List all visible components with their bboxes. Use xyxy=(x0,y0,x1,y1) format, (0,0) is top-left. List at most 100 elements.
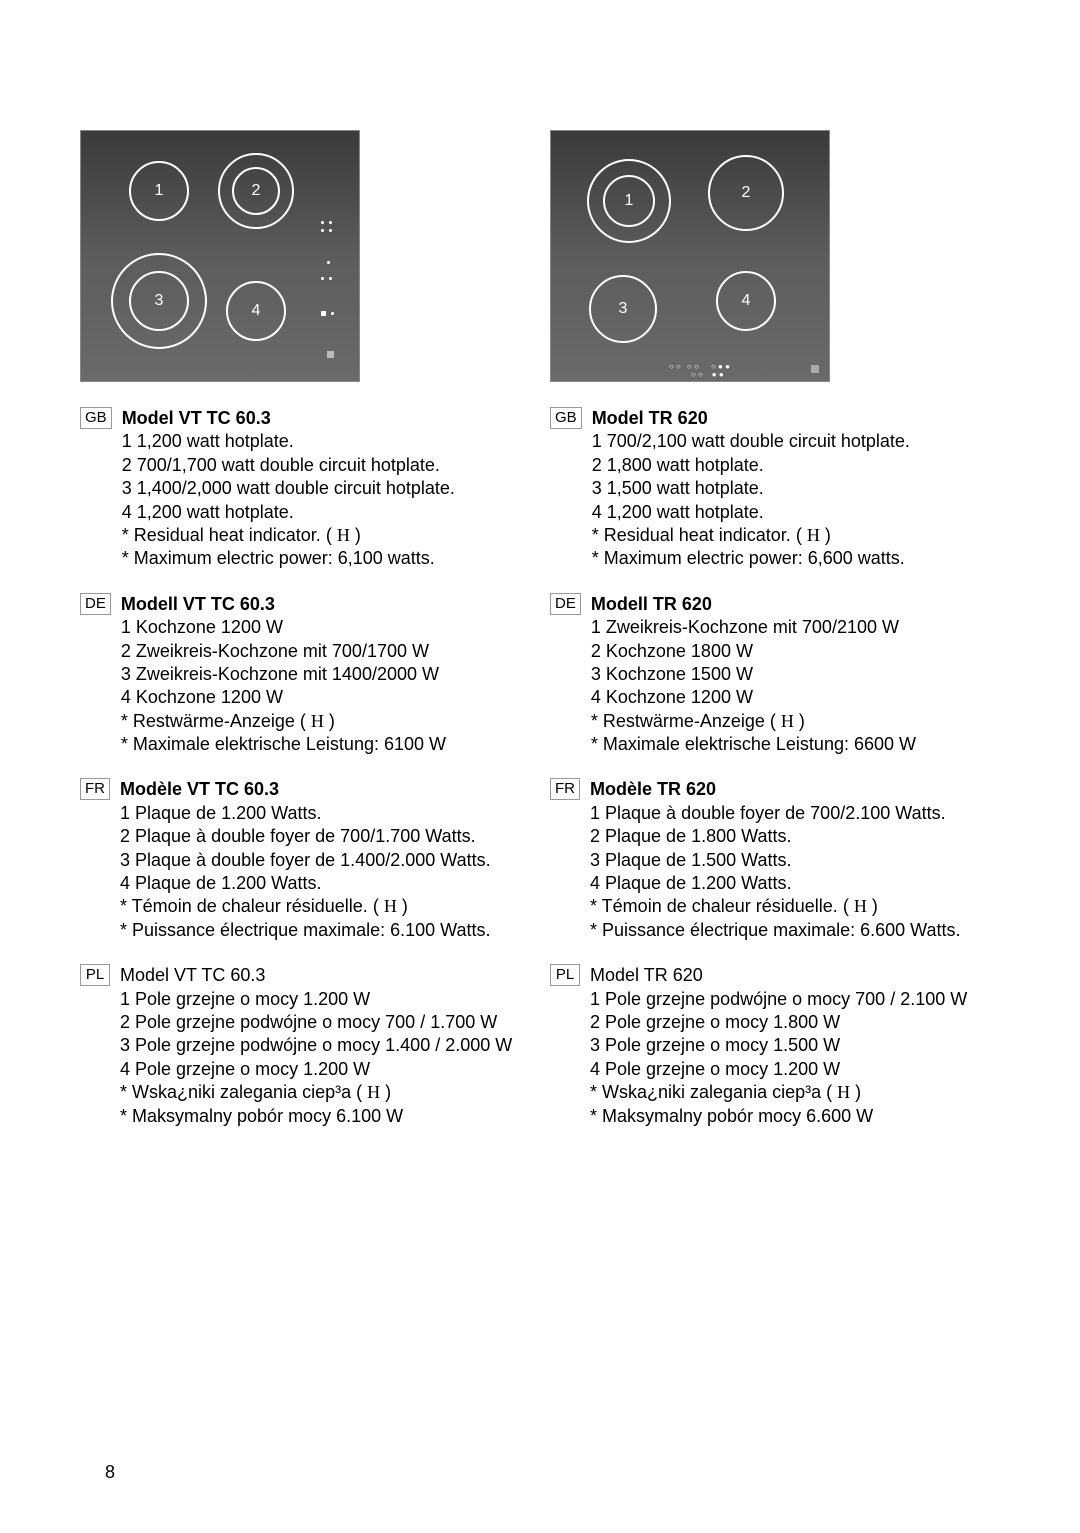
spec-line: * Maximum electric power: 6,600 watts. xyxy=(592,547,1000,570)
spec-line: 2 1,800 watt hotplate. xyxy=(592,454,1000,477)
spec-line: 3 1,400/2,000 watt double circuit hotpla… xyxy=(122,477,530,500)
lang-block-pl: PL Model VT TC 60.31 Pole grzejne o mocy … xyxy=(80,964,530,1128)
hob-zone-label: 2 xyxy=(252,182,261,200)
lang-content: Model TR 6201 Pole grzejne podwójne o mo… xyxy=(590,964,1000,1128)
model-title: Model TR 620 xyxy=(592,407,1000,430)
lang-block-pl: PL Model TR 6201 Pole grzejne podwójne o … xyxy=(550,964,1000,1128)
lang-badge: PL xyxy=(80,964,110,986)
lang-badge: DE xyxy=(80,593,111,615)
control-panel-icon: ○ ○ ● ● xyxy=(691,370,724,379)
lang-badge: DE xyxy=(550,593,581,615)
spec-line: * Maksymalny pobór mocy 6.100 W xyxy=(120,1105,530,1128)
model-title: Modell TR 620 xyxy=(591,593,1000,616)
logo-icon xyxy=(811,365,819,373)
lang-content: Model TR 6201 700/2,100 watt double circ… xyxy=(592,407,1000,571)
lang-badge: GB xyxy=(550,407,582,429)
lang-content: Model VT TC 60.31 1,200 watt hotplate.2 … xyxy=(122,407,530,571)
hob-zone-label: 1 xyxy=(155,182,164,200)
spec-line: * Wska¿niki zalegania ciep³a ( H ) xyxy=(120,1081,530,1104)
spec-line: 4 Kochzone 1200 W xyxy=(591,686,1000,709)
lang-badge: GB xyxy=(80,407,112,429)
spec-line: 2 Pole grzejne podwójne o mocy 700 / 1.7… xyxy=(120,1011,530,1034)
spec-line: 4 Pole grzejne o mocy 1.200 W xyxy=(590,1058,1000,1081)
lang-block-gb: GB Model VT TC 60.31 1,200 watt hotplate.… xyxy=(80,407,530,571)
lang-content: Model VT TC 60.31 Pole grzejne o mocy 1.… xyxy=(120,964,530,1128)
columns: 1 2 3 4 GB Model VT TC 60.31 1,200 watt hotp… xyxy=(80,130,1000,1150)
spec-line: 4 Plaque de 1.200 Watts. xyxy=(590,872,1000,895)
spec-line: 3 Pole grzejne podwójne o mocy 1.400 / 2… xyxy=(120,1034,530,1057)
residual-heat-icon: H xyxy=(807,525,820,545)
lang-block-gb: GB Model TR 6201 700/2,100 watt double ci… xyxy=(550,407,1000,571)
spec-line: * Restwärme-Anzeige ( H ) xyxy=(591,710,1000,733)
lang-content: Modèle VT TC 60.31 Plaque de 1.200 Watts… xyxy=(120,778,530,942)
spec-line: * Témoin de chaleur résiduelle. ( H ) xyxy=(120,895,530,918)
spec-line: 2 700/1,700 watt double circuit hotplate… xyxy=(122,454,530,477)
spec-line: 2 Kochzone 1800 W xyxy=(591,640,1000,663)
spec-line: 2 Pole grzejne o mocy 1.800 W xyxy=(590,1011,1000,1034)
spec-line: 4 Kochzone 1200 W xyxy=(121,686,530,709)
residual-heat-icon: H xyxy=(837,1082,850,1102)
hob-zone-label: 4 xyxy=(742,292,751,310)
lang-block-de: DE Modell VT TC 60.31 Kochzone 1200 W2 Zw… xyxy=(80,593,530,757)
spec-line: 1 Pole grzejne podwójne o mocy 700 / 2.1… xyxy=(590,988,1000,1011)
spec-line: * Maximum electric power: 6,100 watts. xyxy=(122,547,530,570)
hob-zone-label: 3 xyxy=(155,292,164,310)
lang-block-fr: FR Modèle TR 6201 Plaque à double foyer d… xyxy=(550,778,1000,942)
right-column: ○ ○ ○ ○ ○ ● ● ○ ○ ● ● 1234 GBModel TR 62… xyxy=(550,130,1000,1150)
spec-line: 1 Plaque à double foyer de 700/2.100 Wat… xyxy=(590,802,1000,825)
spec-line: 3 Plaque de 1.500 Watts. xyxy=(590,849,1000,872)
spec-line: 2 Plaque de 1.800 Watts. xyxy=(590,825,1000,848)
spec-line: 4 1,200 watt hotplate. xyxy=(592,501,1000,524)
spec-line: 3 Kochzone 1500 W xyxy=(591,663,1000,686)
spec-line: * Restwärme-Anzeige ( H ) xyxy=(121,710,530,733)
spec-line: 3 Pole grzejne o mocy 1.500 W xyxy=(590,1034,1000,1057)
hob-zone-label: 4 xyxy=(252,302,261,320)
hob-diagram-right: ○ ○ ○ ○ ○ ● ● ○ ○ ● ● 1234 xyxy=(550,130,830,382)
spec-line: * Maximale elektrische Leistung: 6100 W xyxy=(121,733,530,756)
spec-line: 3 1,500 watt hotplate. xyxy=(592,477,1000,500)
residual-heat-icon: H xyxy=(781,711,794,731)
spec-line: 4 Pole grzejne o mocy 1.200 W xyxy=(120,1058,530,1081)
spec-line: 1 Zweikreis-Kochzone mit 700/2100 W xyxy=(591,616,1000,639)
lang-block-fr: FR Modèle VT TC 60.31 Plaque de 1.200 Wat… xyxy=(80,778,530,942)
residual-heat-icon: H xyxy=(337,525,350,545)
spec-line: * Residual heat indicator. ( H ) xyxy=(592,524,1000,547)
model-title: Modèle TR 620 xyxy=(590,778,1000,801)
spec-line: 3 Zweikreis-Kochzone mit 1400/2000 W xyxy=(121,663,530,686)
model-title: Modèle VT TC 60.3 xyxy=(120,778,530,801)
hob-zone-label: 3 xyxy=(619,300,628,318)
spec-line: * Wska¿niki zalegania ciep³a ( H ) xyxy=(590,1081,1000,1104)
manual-page: 1 2 3 4 GB Model VT TC 60.31 1,200 watt hotp… xyxy=(0,0,1080,1533)
lang-badge: FR xyxy=(550,778,580,800)
spec-line: 1 1,200 watt hotplate. xyxy=(122,430,530,453)
spec-blocks-left: GB Model VT TC 60.31 1,200 watt hotplate.… xyxy=(80,407,530,1128)
lang-badge: FR xyxy=(80,778,110,800)
spec-blocks-right: GB Model TR 6201 700/2,100 watt double ci… xyxy=(550,407,1000,1128)
spec-line: * Puissance électrique maximale: 6.600 W… xyxy=(590,919,1000,942)
spec-line: 2 Zweikreis-Kochzone mit 700/1700 W xyxy=(121,640,530,663)
spec-line: 3 Plaque à double foyer de 1.400/2.000 W… xyxy=(120,849,530,872)
lang-content: Modell VT TC 60.31 Kochzone 1200 W2 Zwei… xyxy=(121,593,530,757)
page-number: 8 xyxy=(105,1462,115,1483)
spec-line: 4 Plaque de 1.200 Watts. xyxy=(120,872,530,895)
lang-block-de: DE Modell TR 6201 Zweikreis-Kochzone mit … xyxy=(550,593,1000,757)
hob-zone-label: 2 xyxy=(742,184,751,202)
spec-line: * Maximale elektrische Leistung: 6600 W xyxy=(591,733,1000,756)
lang-content: Modèle TR 6201 Plaque à double foyer de … xyxy=(590,778,1000,942)
residual-heat-icon: H xyxy=(384,896,397,916)
spec-line: * Residual heat indicator. ( H ) xyxy=(122,524,530,547)
spec-line: 1 Kochzone 1200 W xyxy=(121,616,530,639)
left-column: 1 2 3 4 GB Model VT TC 60.31 1,200 watt hotp… xyxy=(80,130,530,1150)
spec-line: 4 1,200 watt hotplate. xyxy=(122,501,530,524)
spec-line: 1 700/2,100 watt double circuit hotplate… xyxy=(592,430,1000,453)
spec-line: * Maksymalny pobór mocy 6.600 W xyxy=(590,1105,1000,1128)
spec-line: 2 Plaque à double foyer de 700/1.700 Wat… xyxy=(120,825,530,848)
hob-diagram-left: 1 2 3 4 xyxy=(80,130,360,382)
hob-zone-label: 1 xyxy=(625,192,634,210)
residual-heat-icon: H xyxy=(367,1082,380,1102)
residual-heat-icon: H xyxy=(311,711,324,731)
spec-line: * Puissance électrique maximale: 6.100 W… xyxy=(120,919,530,942)
lang-badge: PL xyxy=(550,964,580,986)
spec-line: 1 Plaque de 1.200 Watts. xyxy=(120,802,530,825)
model-title: Model VT TC 60.3 xyxy=(122,407,530,430)
